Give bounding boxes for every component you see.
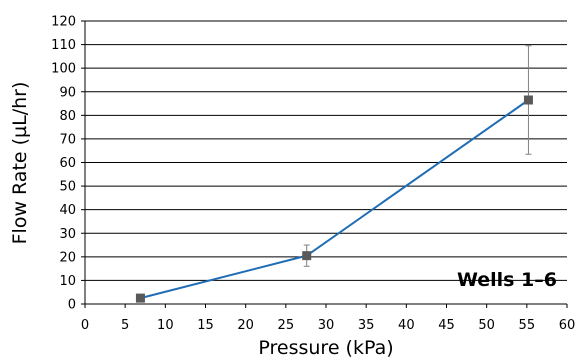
y-tick-label-60: 60: [59, 156, 76, 171]
y-tick-label-40: 40: [59, 203, 76, 218]
data-point-2: [523, 95, 533, 105]
x-tick-label-0: 0: [81, 318, 89, 333]
error-bars: [137, 45, 532, 301]
x-tick-labels: 0 5 10 15 20 25 30 35 40 45 50 55 60: [81, 318, 575, 333]
x-tick-label-5: 5: [121, 318, 129, 333]
y-tick-labels: 0 10 20 30 40 50 60 70 80 90 100 110 120: [51, 15, 76, 313]
y-axis-title: Flow Rate (µL/hr): [9, 82, 31, 245]
x-tick-label-35: 35: [358, 318, 375, 333]
y-tick-label-20: 20: [59, 250, 76, 265]
x-tick-label-40: 40: [398, 318, 415, 333]
data-markers: [135, 95, 533, 303]
x-tick-label-20: 20: [237, 318, 254, 333]
y-tick-label-90: 90: [59, 85, 76, 100]
y-tick-label-70: 70: [59, 132, 76, 147]
annotation-label: Wells 1–6: [457, 269, 557, 291]
x-tick-label-60: 60: [559, 318, 576, 333]
axes: [81, 20, 568, 308]
y-tick-label-10: 10: [59, 274, 76, 289]
data-point-0: [135, 293, 145, 303]
x-axis-title: Pressure (kPa): [258, 337, 393, 359]
y-tick-label-50: 50: [59, 180, 76, 195]
x-tick-label-10: 10: [157, 318, 174, 333]
y-tick-label-0: 0: [68, 298, 76, 313]
y-tick-label-30: 30: [59, 227, 76, 242]
y-tick-label-100: 100: [51, 62, 76, 77]
x-tick-label-45: 45: [438, 318, 455, 333]
x-tick-label-25: 25: [278, 318, 295, 333]
x-tick-label-55: 55: [519, 318, 536, 333]
x-tick-label-50: 50: [478, 318, 495, 333]
gridlines: [85, 20, 567, 281]
y-tick-label-110: 110: [51, 38, 76, 53]
x-tick-label-15: 15: [197, 318, 214, 333]
y-tick-label-120: 120: [51, 15, 76, 30]
x-tick-label-30: 30: [318, 318, 335, 333]
y-tick-label-80: 80: [59, 109, 76, 124]
data-point-1: [302, 251, 312, 261]
